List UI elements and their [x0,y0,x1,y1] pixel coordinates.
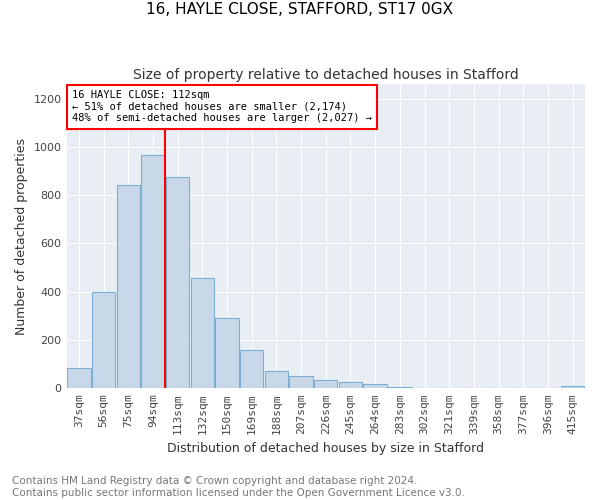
Bar [166,177,190,388]
Title: Size of property relative to detached houses in Stafford: Size of property relative to detached ho… [133,68,518,82]
Bar [364,384,387,388]
Bar [116,186,140,388]
Bar [265,372,288,388]
Bar [215,318,239,388]
Y-axis label: Number of detached properties: Number of detached properties [15,138,28,334]
Bar [141,156,164,388]
Bar [191,278,214,388]
Bar [388,387,412,388]
Bar [314,380,337,388]
Bar [561,386,584,388]
Bar [67,368,91,388]
Bar [289,376,313,388]
Text: 16, HAYLE CLOSE, STAFFORD, ST17 0GX: 16, HAYLE CLOSE, STAFFORD, ST17 0GX [146,2,454,18]
X-axis label: Distribution of detached houses by size in Stafford: Distribution of detached houses by size … [167,442,484,455]
Text: 16 HAYLE CLOSE: 112sqm
← 51% of detached houses are smaller (2,174)
48% of semi-: 16 HAYLE CLOSE: 112sqm ← 51% of detached… [72,90,372,124]
Bar [92,292,115,388]
Bar [240,350,263,389]
Bar [339,382,362,388]
Text: Contains HM Land Registry data © Crown copyright and database right 2024.
Contai: Contains HM Land Registry data © Crown c… [12,476,465,498]
